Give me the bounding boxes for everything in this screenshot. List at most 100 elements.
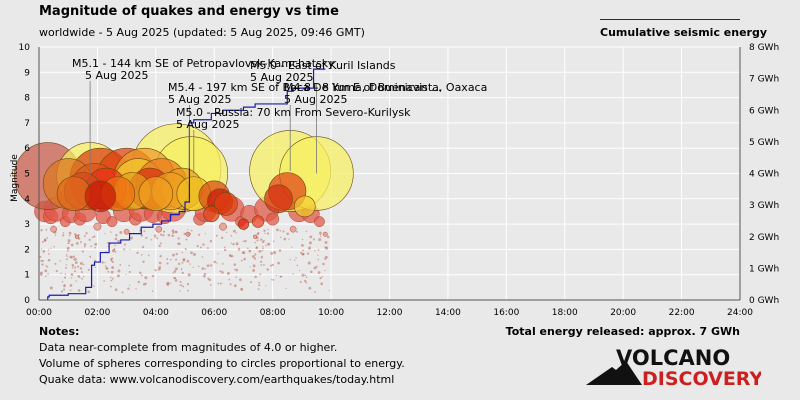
axes [38,47,741,301]
micro-quake-point [82,263,85,266]
micro-quake-point [151,290,154,292]
micro-quake-point [44,275,47,278]
micro-quake-point [317,258,319,261]
micro-quake-point [235,231,237,234]
annotation-title: M5.0 - East of Kuril Islands [250,59,396,72]
micro-quake-point [264,232,266,234]
micro-quake-point [189,263,192,265]
y2-tick-label: 4 GWh [749,170,779,180]
micro-quake-point [71,267,74,269]
micro-quake-point [204,232,206,235]
micro-quake-point [265,284,267,287]
micro-quake-point [183,232,186,236]
micro-quake-point [196,245,199,248]
micro-quake-point [217,282,220,285]
micro-quake-point [219,270,222,273]
micro-quake-point [305,281,308,284]
micro-quake-point [68,231,72,235]
micro-quake-point [232,229,236,233]
micro-quake-point [40,271,43,275]
micro-quake-point [110,231,112,233]
micro-quake-point [206,247,209,250]
chart-subtitle: worldwide - 5 Aug 2025 (updated: 5 Aug 2… [39,26,365,39]
small-quake-point [289,225,297,233]
micro-quake-point [91,236,94,239]
note-line: Quake data: www.volcanodiscovery.com/ear… [39,373,395,386]
micro-quake-point [166,262,169,265]
micro-quake-point [308,241,312,245]
micro-quake-point [251,255,255,259]
y2-tick-label: 1 GWh [749,264,779,274]
micro-quake-point [62,232,65,234]
note-line: Data near-complete from magnitudes of 4.… [39,341,338,354]
micro-quake-point [209,264,213,267]
micro-quake-point [280,275,283,278]
micro-quake-point [314,291,317,293]
annotation-title: M5.1 - 144 km SE of Petropavlovsk-Kamcha… [72,57,335,70]
micro-quake-point [249,266,251,268]
micro-quake-point [198,233,201,236]
y-tick-label: 9 [24,68,30,78]
micro-quake-point [293,259,296,261]
chart-title: Magnitude of quakes and energy vs time [39,4,339,19]
micro-quake-point [169,258,172,261]
micro-quake-point [186,259,190,263]
micro-quake-point [259,238,263,241]
micro-quake-point [174,267,178,271]
micro-quake-point [106,241,109,244]
micro-quake-point [304,274,307,277]
micro-quake-point [202,274,206,278]
micro-quake-point [299,281,302,283]
micro-quake-point [321,275,323,278]
micro-quake-point [123,243,127,246]
micro-quake-point [226,271,230,275]
micro-quake-point [172,231,175,235]
micro-quake-point [110,270,114,274]
micro-quake-point [79,241,82,243]
micro-quake-point [324,269,326,272]
micro-quake-point [119,264,122,266]
micro-quake-point [46,265,49,268]
annotation-date: 5 Aug 2025 [284,93,347,106]
micro-quake-point [230,235,233,237]
small-quake-point [219,222,227,231]
micro-quake-point [45,264,47,267]
x-tick-label: 24:00 [727,308,753,318]
x-tick-label: 04:00 [143,308,169,318]
micro-quake-point [87,268,90,271]
micro-quake-point [158,261,162,265]
micro-quake-point [185,248,187,251]
micro-quake-point [307,246,311,250]
micro-quake-point [67,242,70,244]
micro-quake-point [209,240,213,243]
micro-quake-point [107,270,110,273]
micro-quake-point [181,271,184,275]
micro-quake-point [40,259,43,262]
x-tick-label: 16:00 [493,308,519,318]
micro-quake-point [63,288,66,291]
micro-quake-point [40,248,43,250]
micro-quake-point [111,266,115,269]
micro-quake-point [252,264,256,268]
quake-bubble [294,195,316,218]
small-quake-point [50,225,57,233]
micro-quake-point [242,240,244,242]
small-quake-point [253,234,258,239]
micro-quake-point [313,266,317,270]
annotation-date: 5 Aug 2025 [250,71,313,84]
micro-quake-point [252,268,256,272]
micro-quake-point [162,234,165,237]
micro-quake-point [273,251,277,255]
micro-quake-point [50,247,52,249]
micro-quake-point [129,248,131,251]
micro-quake-point [129,236,133,240]
annotation-title: M4.8 - 8 km E of Buenavista, Oaxaca [284,81,487,94]
micro-quake-point [158,266,162,269]
micro-quake-point [69,284,73,287]
micro-quake-point [207,277,210,280]
micro-quake-point [181,268,183,270]
micro-quake-point [277,261,280,265]
micro-quake-point [81,277,83,280]
micro-quake-point [235,242,239,246]
